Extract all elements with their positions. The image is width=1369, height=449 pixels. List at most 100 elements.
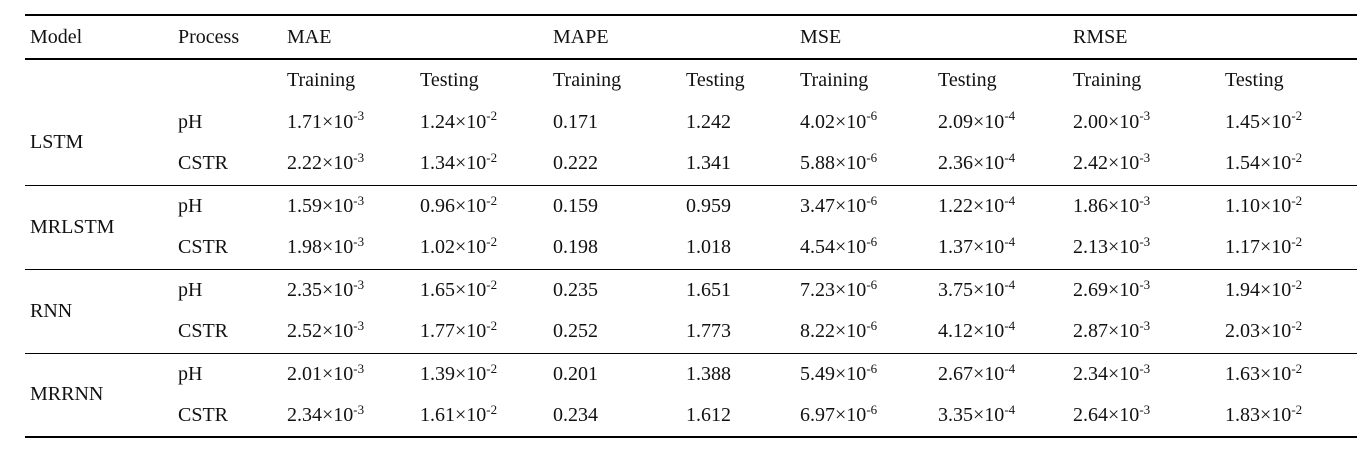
cell-mse-training: 8.22×10-6 [800,318,878,343]
cell-mse-training: 4.54×10-6 [800,234,878,259]
cell-mse-training: 6.97×10-6 [800,401,878,426]
col-header-rmse: RMSE [1073,25,1128,48]
cell-rmse-testing: 1.63×10-2 [1225,360,1303,385]
cell-mse-testing: 2.09×10-4 [938,108,1016,133]
table-row-mrrnn-ph: MRRNN pH 2.01×10-3 1.39×10-2 0.201 1.388… [25,353,1357,406]
cell-mse-testing: 2.67×10-4 [938,360,1016,385]
cell-rmse-testing: 1.94×10-2 [1225,276,1303,301]
table-row-lstm-cstr: CSTR 2.22×10-3 1.34×10-2 0.222 1.341 5.8… [25,143,1357,185]
subheader-mae-training: Training [287,69,356,91]
cell-mape-testing: 1.388 [686,362,732,385]
cell-mse-testing: 3.35×10-4 [938,401,1016,426]
process-label: pH [178,362,203,385]
cell-rmse-testing: 2.03×10-2 [1225,318,1303,343]
cell-mae-training: 2.34×10-3 [287,401,365,426]
cell-mape-training: 0.201 [553,362,599,385]
cell-rmse-training: 2.42×10-3 [1073,150,1151,175]
subheader-mse-training: Training [800,69,869,91]
model-label-lstm: LSTM [30,131,84,154]
table-row-lstm-ph: LSTM pH 1.71×10-3 1.24×10-2 0.171 1.242 … [25,101,1357,153]
model-label-mrlstm: MRLSTM [30,215,115,238]
cell-mae-testing: 1.39×10-2 [420,360,498,385]
subheader-rmse-testing: Testing [1225,69,1284,91]
header-spacer-process [178,59,287,101]
cell-rmse-testing: 1.10×10-2 [1225,192,1303,217]
cell-mape-training: 0.159 [553,194,599,217]
cell-mape-training: 0.198 [553,236,599,259]
cell-mape-training: 0.252 [553,320,599,343]
subheader-mae-testing: Testing [420,69,479,91]
cell-mae-testing: 1.34×10-2 [420,150,498,175]
cell-mae-training: 2.22×10-3 [287,150,365,175]
cell-mape-training: 0.235 [553,278,599,301]
table-row-mrlstm-ph: MRLSTM pH 1.59×10-3 0.96×10-2 0.159 0.95… [25,185,1357,238]
table-row-rnn-ph: RNN pH 2.35×10-3 1.65×10-2 0.235 1.651 7… [25,269,1357,322]
col-header-model: Model [30,25,83,48]
cell-rmse-training: 1.86×10-3 [1073,192,1151,217]
cell-rmse-training: 2.87×10-3 [1073,318,1151,343]
subheader-mape-testing: Testing [686,69,745,91]
process-label: CSTR [178,236,229,259]
cell-rmse-training: 2.00×10-3 [1073,108,1151,133]
header-spacer-model [25,59,178,101]
table-row-mrrnn-cstr: CSTR 2.34×10-3 1.61×10-2 0.234 1.612 6.9… [25,395,1357,437]
process-label: pH [178,194,203,217]
cell-mae-training: 1.59×10-3 [287,192,365,217]
cell-rmse-training: 2.64×10-3 [1073,401,1151,426]
model-label-rnn: RNN [30,299,73,322]
cell-rmse-training: 2.69×10-3 [1073,276,1151,301]
process-label: CSTR [178,152,229,175]
cell-mae-testing: 1.65×10-2 [420,276,498,301]
cell-mae-testing: 0.96×10-2 [420,192,498,217]
header-row-split: Training Testing Training Testing Traini… [25,59,1357,101]
col-header-mse: MSE [800,25,842,48]
header-row-metrics: Model Process MAE MAPE MSE RMSE [25,15,1357,59]
table-row-mrlstm-cstr: CSTR 1.98×10-3 1.02×10-2 0.198 1.018 4.5… [25,227,1357,269]
cell-mape-training: 0.171 [553,110,599,133]
process-label: pH [178,278,203,301]
cell-mse-testing: 1.37×10-4 [938,234,1016,259]
cell-rmse-testing: 1.17×10-2 [1225,234,1303,259]
cell-rmse-testing: 1.83×10-2 [1225,401,1303,426]
cell-rmse-testing: 1.45×10-2 [1225,108,1303,133]
cell-mse-testing: 2.36×10-4 [938,150,1016,175]
paper-page: Model Process MAE MAPE MSE RMSE Training… [0,14,1369,438]
col-header-mape: MAPE [553,25,609,48]
model-metrics-table: Model Process MAE MAPE MSE RMSE Training… [25,14,1357,438]
cell-mape-testing: 0.959 [686,194,732,217]
cell-rmse-testing: 1.54×10-2 [1225,150,1303,175]
subheader-mape-training: Training [553,69,622,91]
cell-mae-training: 2.01×10-3 [287,360,365,385]
model-label-mrrnn: MRRNN [30,383,104,406]
cell-mse-testing: 3.75×10-4 [938,276,1016,301]
cell-mape-testing: 1.018 [686,236,732,259]
process-label: CSTR [178,404,229,426]
cell-mse-training: 5.49×10-6 [800,360,878,385]
cell-mape-training: 0.222 [553,152,599,175]
cell-rmse-training: 2.13×10-3 [1073,234,1151,259]
cell-mae-testing: 1.02×10-2 [420,234,498,259]
cell-mae-training: 1.71×10-3 [287,108,365,133]
cell-mae-training: 1.98×10-3 [287,234,365,259]
cell-mape-testing: 1.341 [686,152,732,175]
cell-mae-testing: 1.24×10-2 [420,108,498,133]
subheader-rmse-training: Training [1073,69,1142,91]
process-label: CSTR [178,320,229,343]
cell-rmse-training: 2.34×10-3 [1073,360,1151,385]
cell-mse-testing: 4.12×10-4 [938,318,1016,343]
cell-mse-training: 5.88×10-6 [800,150,878,175]
cell-mape-testing: 1.773 [686,320,732,343]
cell-mae-testing: 1.61×10-2 [420,401,498,426]
cell-mae-training: 2.52×10-3 [287,318,365,343]
cell-mse-training: 3.47×10-6 [800,192,878,217]
cell-mape-training: 0.234 [553,404,599,426]
col-header-mae: MAE [287,25,332,48]
cell-mae-testing: 1.77×10-2 [420,318,498,343]
cell-mae-training: 2.35×10-3 [287,276,365,301]
table-header: Model Process MAE MAPE MSE RMSE Training… [25,15,1357,101]
table-body: LSTM pH 1.71×10-3 1.24×10-2 0.171 1.242 … [25,101,1357,437]
cell-mape-testing: 1.651 [686,278,732,301]
process-label: pH [178,110,203,133]
cell-mape-testing: 1.242 [686,110,732,133]
cell-mse-testing: 1.22×10-4 [938,192,1016,217]
